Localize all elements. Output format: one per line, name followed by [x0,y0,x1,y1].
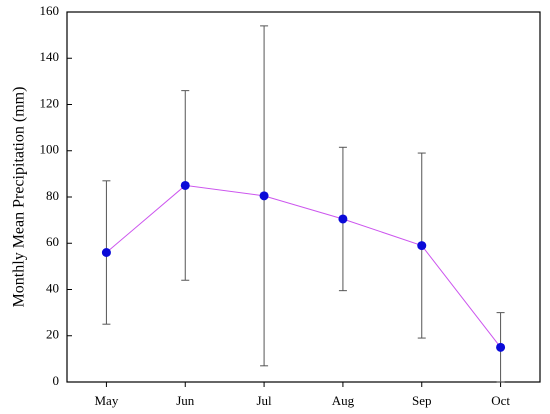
y-axis-label: Monthly Mean Precipitation (mm) [11,87,28,308]
y-tick-label: 160 [40,3,60,18]
x-tick-label: Jul [256,393,272,408]
y-tick-label: 140 [40,49,60,64]
x-tick-label: Aug [332,393,355,408]
x-tick-label: Oct [491,393,510,408]
y-tick-label: 0 [53,373,60,388]
x-tick-label: Sep [412,393,432,408]
data-point [417,241,427,251]
y-tick-label: 60 [46,234,59,249]
y-tick-label: 100 [40,142,60,157]
x-tick-label: May [94,393,118,408]
data-point [180,180,190,190]
x-tick-label: Jun [176,393,195,408]
data-point [259,191,269,201]
data-line [106,184,501,348]
y-tick-label: 40 [46,280,59,295]
y-tick-label: 80 [46,188,59,203]
y-tick-label: 120 [40,95,60,110]
data-point [101,248,111,257]
data-point [338,214,348,224]
data-point [496,342,506,352]
y-tick-label: 20 [46,327,59,342]
plot-frame [66,11,541,383]
